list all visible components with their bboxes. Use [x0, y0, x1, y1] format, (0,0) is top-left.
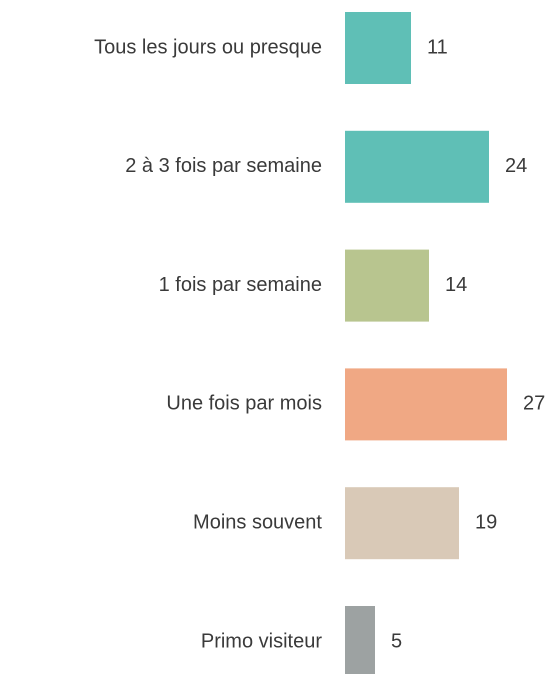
bar	[345, 12, 411, 84]
bar	[345, 368, 507, 441]
value-label: 14	[445, 274, 467, 296]
value-label: 19	[475, 511, 497, 533]
category-label: Une fois par mois	[166, 393, 322, 415]
bar	[345, 487, 459, 560]
category-label: 2 à 3 fois par semaine	[125, 155, 322, 177]
value-label: 24	[505, 155, 527, 177]
category-label: 1 fois par semaine	[159, 274, 322, 296]
category-label: Primo visiteur	[201, 630, 322, 652]
bar	[345, 130, 489, 203]
category-label: Moins souvent	[193, 511, 322, 533]
value-label: 27	[523, 393, 545, 415]
value-label: 11	[427, 36, 448, 58]
value-label: 5	[391, 630, 402, 652]
category-label: Tous les jours ou presque	[94, 36, 322, 58]
bar	[345, 249, 429, 322]
bar	[345, 606, 375, 674]
